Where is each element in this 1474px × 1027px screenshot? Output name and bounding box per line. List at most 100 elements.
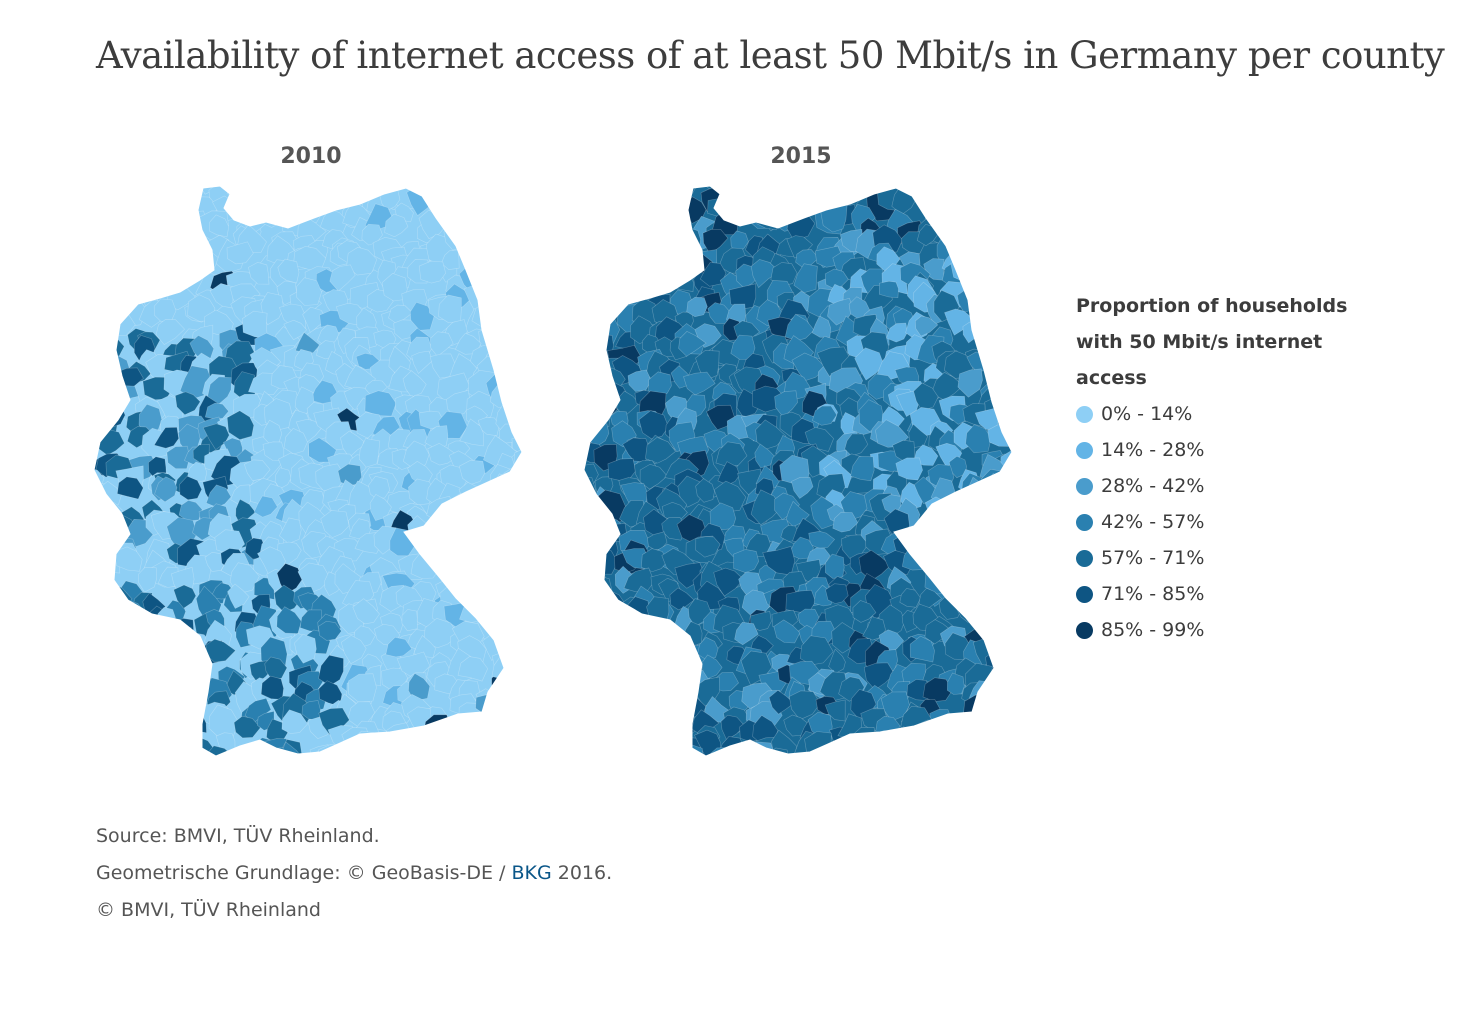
county-region <box>1008 406 1012 433</box>
county-region <box>997 186 1012 197</box>
county-region <box>980 610 1005 637</box>
county-region <box>320 510 350 539</box>
county-region <box>744 186 766 191</box>
county-region <box>683 371 716 396</box>
county-region <box>985 472 1012 501</box>
county-region <box>497 567 522 593</box>
county-region <box>233 715 261 739</box>
county-region <box>968 186 989 197</box>
county-region <box>459 186 488 193</box>
county-region <box>588 641 617 671</box>
county-region <box>987 424 1012 447</box>
county-region <box>654 622 682 650</box>
county-region <box>892 753 914 756</box>
county-region <box>1004 263 1012 289</box>
county-region <box>828 648 846 674</box>
county-region <box>506 328 522 354</box>
county-region <box>253 495 278 518</box>
county-region <box>187 664 212 695</box>
county-region <box>179 475 203 501</box>
county-region <box>94 347 114 369</box>
county-region <box>768 689 795 715</box>
county-region <box>384 213 409 238</box>
county-region <box>459 418 485 447</box>
county-region <box>977 583 1012 616</box>
county-region <box>413 635 436 659</box>
county-region <box>580 759 597 771</box>
county-region <box>1014 538 1020 569</box>
county-region <box>641 650 672 678</box>
county-region <box>640 548 669 572</box>
county-region <box>521 408 522 436</box>
county-region <box>972 216 998 245</box>
county-region <box>992 261 1012 295</box>
county-region <box>133 249 159 281</box>
legend-swatch <box>1076 441 1093 459</box>
county-region <box>454 233 483 260</box>
county-region <box>340 430 367 458</box>
county-region <box>451 716 475 749</box>
county-region <box>527 478 530 504</box>
county-region <box>679 227 701 250</box>
county-region <box>441 249 460 271</box>
county-region <box>496 346 522 377</box>
county-region <box>1010 662 1012 694</box>
county-region <box>990 583 1012 607</box>
county-region <box>529 708 530 734</box>
county-region <box>123 757 148 770</box>
county-region <box>524 733 530 762</box>
county-region <box>918 587 942 611</box>
county-region <box>505 651 522 681</box>
county-region <box>984 721 1009 742</box>
county-region <box>515 534 522 562</box>
county-region <box>117 694 141 718</box>
county-region <box>493 228 517 251</box>
county-region <box>584 371 605 398</box>
county-region <box>720 714 746 741</box>
county-region <box>231 188 258 214</box>
county-region <box>963 742 990 756</box>
county-region <box>707 302 732 324</box>
county-region <box>584 572 608 599</box>
bkg-link[interactable]: BKG <box>511 862 552 884</box>
county-region <box>468 554 492 583</box>
county-region <box>925 197 952 223</box>
county-region <box>134 663 163 686</box>
county-region <box>525 611 530 639</box>
county-region <box>615 736 642 756</box>
county-region <box>362 732 393 756</box>
county-region <box>103 272 127 297</box>
county-region <box>584 530 598 557</box>
county-region <box>736 388 762 418</box>
county-region <box>634 206 663 234</box>
county-region <box>728 283 757 310</box>
county-region <box>402 370 427 398</box>
county-region <box>956 759 986 770</box>
county-region <box>182 677 208 704</box>
county-region <box>490 211 515 242</box>
county-region <box>340 635 367 665</box>
county-region <box>135 203 169 232</box>
county-region <box>942 215 977 249</box>
county-region <box>862 616 886 641</box>
county-region <box>278 517 302 544</box>
county-region <box>621 695 650 728</box>
county-region <box>880 691 910 722</box>
county-region <box>420 731 443 756</box>
county-region <box>605 721 627 745</box>
county-region <box>775 192 799 218</box>
county-region <box>1010 558 1012 585</box>
county-region <box>94 285 107 311</box>
county-region <box>226 186 251 199</box>
county-region <box>505 673 522 700</box>
county-region <box>155 645 178 677</box>
county-region <box>385 636 413 658</box>
county-region <box>584 603 597 634</box>
germany-border-2010 <box>93 185 523 757</box>
county-region <box>663 726 688 752</box>
county-region <box>153 707 188 738</box>
county-region <box>508 335 522 364</box>
county-region <box>188 715 207 734</box>
county-region <box>672 701 690 724</box>
county-region <box>498 599 522 631</box>
